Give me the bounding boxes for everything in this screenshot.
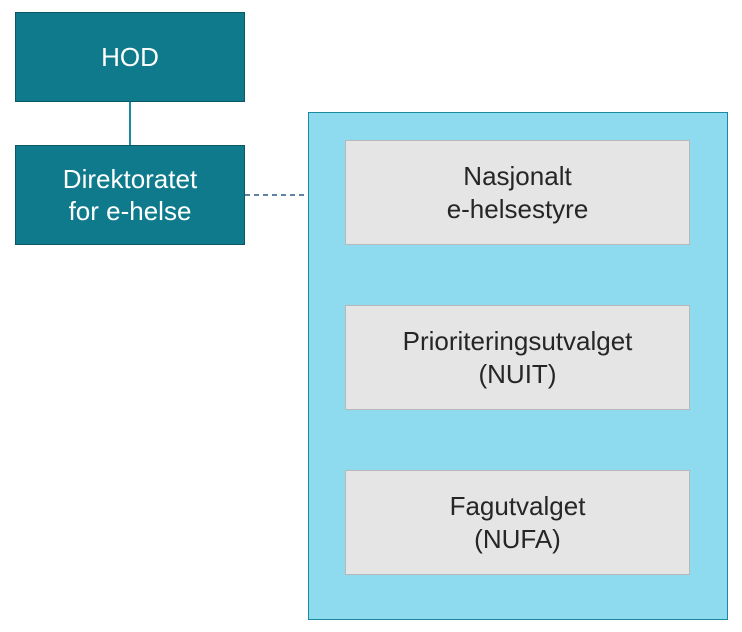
node-nasjonalt-label-line2: e-helsestyre [447, 193, 589, 226]
node-nuit: Prioriteringsutvalget (NUIT) [345, 305, 690, 410]
node-hod: HOD [15, 12, 245, 102]
node-nasjonalt-label: Nasjonalt e-helsestyre [447, 160, 589, 225]
diagram-canvas: HOD Direktoratet for e-helse Nasjonalt e… [0, 0, 742, 632]
node-nufa-label-line2: (NUFA) [450, 523, 586, 556]
node-nasjonalt-label-line1: Nasjonalt [447, 160, 589, 193]
node-nasjonalt: Nasjonalt e-helsestyre [345, 140, 690, 245]
node-hod-label: HOD [101, 41, 159, 74]
node-direktoratet-label-line1: Direktoratet [63, 163, 197, 196]
node-nuit-label-line1: Prioriteringsutvalget [403, 325, 633, 358]
node-nuit-label-line2: (NUIT) [403, 358, 633, 391]
node-nuit-label: Prioriteringsutvalget (NUIT) [403, 325, 633, 390]
node-direktoratet-label: Direktoratet for e-helse [63, 163, 197, 228]
node-nufa-label-line1: Fagutvalget [450, 490, 586, 523]
node-nufa-label: Fagutvalget (NUFA) [450, 490, 586, 555]
node-direktoratet-label-line2: for e-helse [63, 195, 197, 228]
node-nufa: Fagutvalget (NUFA) [345, 470, 690, 575]
node-direktoratet: Direktoratet for e-helse [15, 145, 245, 245]
